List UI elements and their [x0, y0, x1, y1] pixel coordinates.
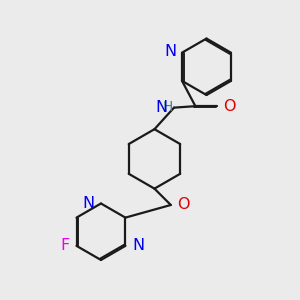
- Text: N: N: [164, 44, 177, 59]
- Text: O: O: [177, 197, 190, 212]
- Text: N: N: [155, 100, 167, 115]
- Text: N: N: [132, 238, 144, 253]
- Text: H: H: [162, 100, 172, 114]
- Text: O: O: [223, 99, 236, 114]
- Text: N: N: [82, 196, 94, 211]
- Text: F: F: [61, 238, 70, 253]
